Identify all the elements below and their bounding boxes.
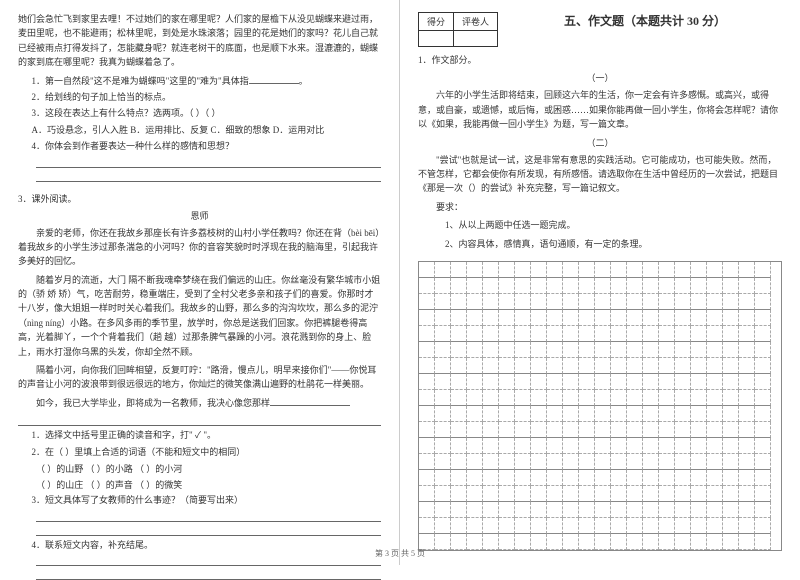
question-2: 2．给划线的句子加上恰当的标点。 bbox=[18, 90, 381, 104]
score-cell[interactable] bbox=[419, 31, 454, 47]
passage-paragraph: 她们会急忙飞到家里去哩！不过她们的家在哪里呢？人们家的屋檐下从没见蝴蝶来避过雨，… bbox=[18, 12, 381, 70]
question-3: 3．这段在表达上有什么特点？选两项。（ ）（ ） bbox=[18, 106, 381, 120]
fill-words-b[interactable]: （ ）的山庄 （ ）的声音 （ ）的微笑 bbox=[36, 477, 381, 493]
answer-line[interactable] bbox=[36, 568, 381, 580]
question-3-options: A．巧设悬念，引人入胜 B．运用排比、反复 C．细致的想象 D．运用对比 bbox=[18, 123, 381, 137]
blank[interactable] bbox=[249, 74, 299, 84]
reading-title: 恩师 bbox=[18, 209, 381, 222]
essay-prompt-2: "尝试"也就是试一试，这是非常有意思的实践活动。它可能成功，也可能失败。然而，不… bbox=[418, 153, 782, 196]
reading-p5-text: 如今，我已大学毕业，即将成为一名教师，我决心像您那样 bbox=[36, 398, 270, 408]
sub-question-3: 3．短文具体写了女教师的什么事迹？（简要写出来） bbox=[18, 493, 381, 507]
grader-cell[interactable] bbox=[454, 31, 498, 47]
reading-p5: 如今，我已大学毕业，即将成为一名教师，我决心像您那样 bbox=[18, 396, 381, 410]
sub-question-2: 2．在（ ）里填上合适的词语（不能和短文中的相同） bbox=[18, 445, 381, 459]
fill-words-a[interactable]: （ ）的山野 （ ）的小路 （ ）的小河 bbox=[36, 461, 381, 477]
reading-p1: 亲爱的老师，你还在我故乡那座长有许多荔枝树的山村小学任教吗？你还在背（bèi b… bbox=[18, 226, 381, 269]
right-column: 得分 评卷人 五、作文题（本题共计 30 分） 1．作文部分。 （一） 六年的小… bbox=[400, 0, 800, 565]
score-label: 得分 bbox=[419, 13, 454, 31]
answer-line[interactable] bbox=[36, 524, 381, 536]
subtitle-2: （二） bbox=[418, 136, 782, 149]
sub-question-1: 1．选择文中括号里正确的读音和字，打" ✓ "。 bbox=[18, 428, 381, 442]
reading-section-number: 3．课外阅读。 bbox=[18, 192, 381, 205]
essay-heading: 五、作文题（本题共计 30 分） bbox=[508, 12, 782, 29]
grader-label: 评卷人 bbox=[454, 13, 498, 31]
question-4: 4．你体会到作者要表达一种什么样的感情和思想？ bbox=[18, 139, 381, 153]
essay-number: 1．作文部分。 bbox=[418, 53, 782, 67]
reading-p3: 随着岁月的流逝，大门 隔不断我魂牵梦绕在我们偏远的山庄。你丝毫没有繁华城市小姐的… bbox=[18, 273, 381, 359]
score-table: 得分 评卷人 bbox=[418, 12, 498, 47]
requirement-2: 2、内容具体，感情真，语句通顺，有一定的条理。 bbox=[418, 237, 782, 251]
answer-line[interactable] bbox=[36, 510, 381, 522]
requirement-1: 1、从以上两题中任选一题完成。 bbox=[418, 218, 782, 232]
left-column: 她们会急忙飞到家里去哩！不过她们的家在哪里呢？人们家的屋檐下从没见蝴蝶来避过雨，… bbox=[0, 0, 400, 565]
blank[interactable] bbox=[270, 396, 350, 406]
requirements-label: 要求： bbox=[418, 200, 782, 214]
question-1: 1．第一自然段"这不是难为蝴蝶吗"这里的"难为"具体指。 bbox=[18, 74, 381, 88]
essay-prompt-1: 六年的小学生活即将结束，回顾这六年的生活，你一定会有许多感慨。或高兴，或得意，或… bbox=[418, 88, 782, 131]
answer-line[interactable] bbox=[36, 156, 381, 168]
question-1-text: 1．第一自然段"这不是难为蝴蝶吗"这里的"难为"具体指 bbox=[32, 76, 249, 86]
page-footer: 第 3 页 共 5 页 bbox=[0, 548, 800, 559]
subtitle-1: （一） bbox=[418, 71, 782, 84]
answer-line[interactable] bbox=[18, 414, 381, 426]
reading-p4: 隔着小河，向你我们回眸相望，反复叮咛："路滑，慢点儿，明早来接你们"——你悦耳的… bbox=[18, 363, 381, 392]
essay-writing-grid[interactable] bbox=[418, 261, 782, 551]
answer-line[interactable] bbox=[36, 170, 381, 182]
